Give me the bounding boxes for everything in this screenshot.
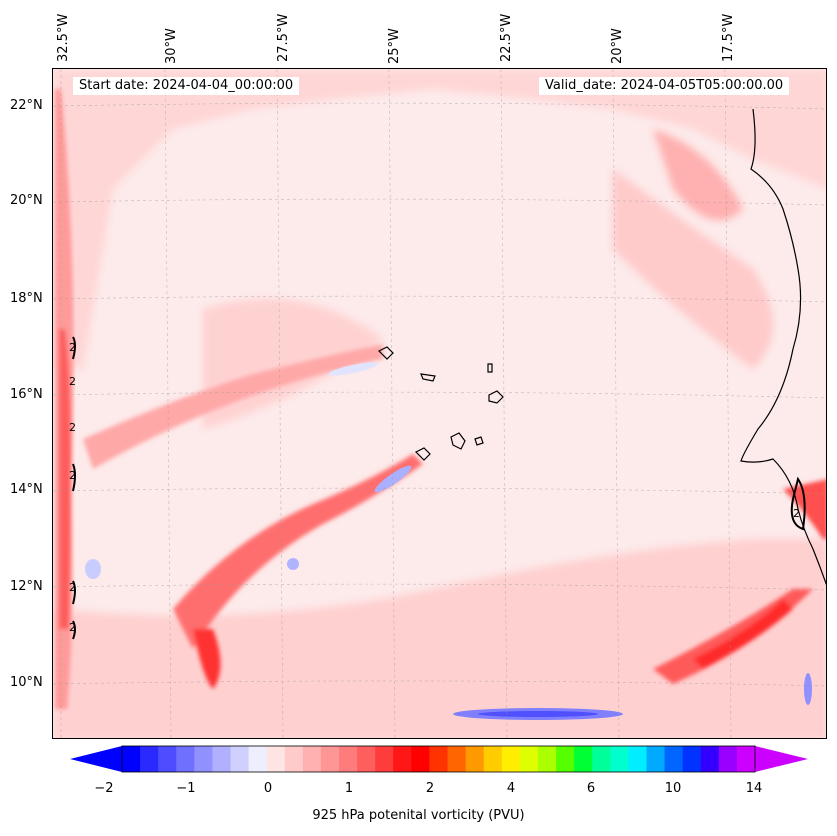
colorbar-cell <box>339 746 358 772</box>
colorbar-cell <box>320 746 340 772</box>
lat-label-12n: 12°N <box>10 579 43 594</box>
colorbar-cell <box>664 746 684 772</box>
colorbar-cell <box>646 746 666 772</box>
lon-label-20w: 20°W <box>610 28 625 64</box>
contour-label: 2 <box>793 507 800 520</box>
colorbar-outline <box>121 745 756 773</box>
pv-diagonal-bands <box>83 344 826 689</box>
colorbar-cell <box>537 746 557 772</box>
colorbar-cell <box>574 746 593 772</box>
pv-field-map: 2 2 2 2 2 2 2 <box>53 69 826 738</box>
valid-date-label: Valid_date: 2024-04-05T05:00:00.00 <box>539 77 790 95</box>
colorbar-cell <box>176 746 195 772</box>
colorbar-cell <box>556 746 575 772</box>
colorbar-cell <box>592 746 611 772</box>
colorbar-cell <box>140 746 159 772</box>
colorbar-cell <box>230 746 250 772</box>
colorbar-cell <box>122 746 141 772</box>
colorbar-cell <box>610 746 629 772</box>
pv-low-positive-regions <box>53 69 826 738</box>
lon-label-25w: 25°W <box>387 28 402 64</box>
colorbar-cell <box>682 746 702 772</box>
lon-label-17.5w: 17.5°W <box>721 13 736 62</box>
colorbar-cell <box>465 746 485 772</box>
contour-label: 2 <box>69 621 76 634</box>
colorbar <box>70 745 808 773</box>
colorbar-label: 925 hPa potenital vorticity (PVU) <box>312 808 525 823</box>
colorbar-cell <box>429 746 449 772</box>
colorbar-cell <box>519 746 539 772</box>
colorbar-cell <box>248 746 268 772</box>
graticule <box>53 69 826 738</box>
contour-label: 2 <box>69 421 76 434</box>
coastline <box>740 108 826 586</box>
lon-label-32.5w: 32.5°W <box>56 13 71 62</box>
lat-label-22n: 22°N <box>10 98 43 113</box>
lon-label-27.5w: 27.5°W <box>276 13 291 62</box>
start-date-label: Start date: 2024-04-04_00:00:00 <box>73 77 300 95</box>
colorbar-cell <box>357 746 376 772</box>
contour-lines <box>72 336 806 640</box>
lat-label-14n: 14°N <box>10 482 43 497</box>
lon-label-22.5w: 22.5°W <box>499 13 514 62</box>
colorbar-cell <box>393 746 412 772</box>
cape-verde-islands <box>377 346 504 461</box>
pv-west-band <box>55 89 74 709</box>
lat-label-10n: 10°N <box>10 675 43 690</box>
contour-labels: 2 2 2 2 2 2 2 <box>69 341 800 634</box>
colorbar-cell <box>411 746 430 772</box>
colorbar-cell <box>718 746 738 772</box>
colorbar-tick: 10 <box>664 781 682 796</box>
colorbar-tick: 6 <box>586 781 596 796</box>
colorbar-cell <box>501 746 521 772</box>
colorbar-tick: −1 <box>176 781 196 796</box>
colorbar-cell <box>284 746 304 772</box>
colorbar-cell <box>628 746 647 772</box>
colorbar-cells <box>122 746 756 772</box>
colorbar-tick: −2 <box>94 781 114 796</box>
lat-label-20n: 20°N <box>10 193 43 208</box>
lon-label-30w: 30°W <box>164 28 179 64</box>
colorbar-cell <box>700 746 720 772</box>
colorbar-tick: 4 <box>506 781 516 796</box>
colorbar-cell <box>158 746 177 772</box>
lat-label-16n: 16°N <box>10 387 43 402</box>
colorbar-cell <box>194 746 213 772</box>
colorbar-tick: 14 <box>745 781 763 796</box>
colorbar-extend-high <box>755 746 808 772</box>
colorbar-tick: 2 <box>425 781 435 796</box>
contour-label: 2 <box>69 581 76 594</box>
colorbar-tick: 1 <box>344 781 354 796</box>
contour-label: 2 <box>69 341 76 354</box>
colorbar-cell <box>302 746 322 772</box>
colorbar-cell <box>483 746 503 772</box>
colorbar-cell <box>447 746 467 772</box>
colorbar-cell <box>266 746 286 772</box>
colorbar-tick: 0 <box>263 781 273 796</box>
map-panel: 2 2 2 2 2 2 2 <box>52 68 827 739</box>
colorbar-cell <box>375 746 394 772</box>
contour-label: 2 <box>69 375 76 388</box>
colorbar-cell <box>212 746 232 772</box>
colorbar-extend-low <box>70 746 122 772</box>
contour-label: 2 <box>69 469 76 482</box>
colorbar-cell <box>736 746 756 772</box>
pv-negative-regions <box>85 362 812 720</box>
lat-label-18n: 18°N <box>10 291 43 306</box>
